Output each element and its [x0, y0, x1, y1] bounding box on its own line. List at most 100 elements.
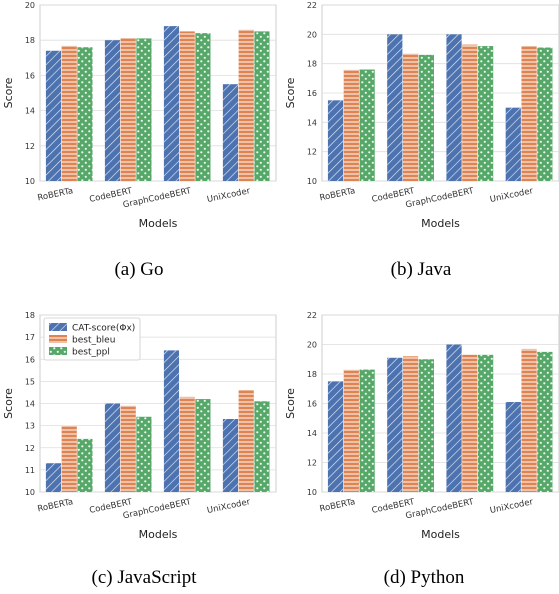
- y-tick-label: 12: [307, 459, 317, 468]
- y-tick-label: 10: [25, 177, 35, 186]
- y-tick-label: 14: [307, 429, 317, 438]
- bar-hatch: [387, 357, 403, 492]
- y-tick-label: 22: [307, 1, 317, 10]
- legend-label: best_bleu: [72, 336, 115, 346]
- bar-hatch: [195, 399, 211, 492]
- bar-hatch: [387, 34, 403, 182]
- bar-hatch: [195, 33, 211, 181]
- bar-hatch: [45, 463, 62, 492]
- x-tick-label: UniXcoder: [206, 497, 251, 516]
- bar-hatch: [104, 40, 121, 182]
- y-tick-label: 12: [307, 148, 317, 157]
- y-tick-label: 10: [25, 488, 35, 497]
- y-tick-label: 12: [25, 444, 35, 453]
- bar-hatch: [402, 356, 419, 492]
- bar-hatch: [179, 31, 195, 182]
- y-tick-label: 15: [25, 377, 35, 386]
- y-tick-label: 18: [25, 36, 35, 45]
- bar-hatch: [104, 403, 121, 492]
- legend-label: CAT-score(Φx): [72, 324, 135, 334]
- y-tick-label: 11: [25, 466, 35, 475]
- x-tick-label: GraphCodeBERT: [122, 186, 193, 210]
- y-tick-label: 10: [307, 488, 317, 497]
- x-axis-label: Models: [421, 217, 460, 230]
- x-axis-label: Models: [139, 528, 178, 541]
- bar-hatch: [179, 396, 195, 492]
- bar-hatch: [505, 107, 521, 181]
- bar-hatch: [521, 46, 537, 181]
- bar-hatch: [136, 416, 152, 492]
- y-tick-label: 20: [307, 341, 317, 350]
- bar-hatch: [327, 100, 344, 181]
- bar-hatch: [418, 359, 434, 492]
- x-tick-label: GraphCodeBERT: [405, 497, 476, 521]
- x-tick-label: GraphCodeBERT: [405, 186, 476, 210]
- bar-hatch: [238, 390, 254, 492]
- bar-hatch: [222, 84, 239, 181]
- bar-hatch: [120, 405, 136, 492]
- bar-hatch: [254, 31, 270, 182]
- bar-hatch: [120, 38, 136, 181]
- y-axis-label: Score: [284, 77, 297, 108]
- legend-box: [43, 317, 141, 361]
- legend-swatch-hatch: [49, 323, 67, 331]
- bar-hatch: [77, 47, 93, 181]
- bar-hatch: [327, 381, 344, 492]
- bar-hatch: [254, 401, 270, 492]
- bar-hatch: [136, 38, 152, 181]
- bar-hatch: [61, 425, 77, 492]
- x-tick-label: UniXcoder: [489, 497, 534, 516]
- bar-hatch: [462, 354, 478, 492]
- y-tick-label: 13: [25, 422, 35, 431]
- bar-hatch: [462, 44, 478, 181]
- y-axis-label: Score: [284, 388, 297, 419]
- y-tick-label: 16: [307, 89, 317, 98]
- x-tick-label: RoBERTa: [37, 497, 75, 514]
- x-tick-label: RoBERTa: [319, 186, 357, 203]
- x-tick-label: RoBERTa: [319, 497, 357, 514]
- bar-hatch: [359, 369, 375, 492]
- y-tick-label: 18: [307, 370, 317, 379]
- y-tick-label: 14: [307, 118, 317, 127]
- y-tick-label: 12: [25, 142, 35, 151]
- y-axis-label: Score: [2, 77, 15, 108]
- x-axis-label: Models: [421, 528, 460, 541]
- y-tick-label: 16: [25, 355, 35, 364]
- y-tick-label: 22: [307, 311, 317, 320]
- bar-hatch: [163, 350, 180, 492]
- caption-c: (c) JavaScript: [92, 567, 198, 588]
- bar-hatch: [537, 351, 553, 492]
- legend-label: best_ppl: [72, 348, 110, 358]
- y-tick-label: 18: [307, 60, 317, 69]
- x-axis-label: Models: [139, 217, 178, 230]
- caption-a: (a) Go: [114, 259, 163, 280]
- x-tick-label: RoBERTa: [37, 186, 75, 203]
- legend-swatch-hatch: [49, 347, 67, 355]
- bar-hatch: [359, 69, 375, 181]
- y-axis-label: Score: [2, 388, 15, 419]
- bar-hatch: [45, 50, 62, 182]
- legend: CAT-score(Φx) best_bleu best_ppl: [43, 317, 141, 361]
- bar-hatch: [77, 438, 93, 492]
- bar-hatch: [61, 45, 77, 182]
- bar-hatch: [505, 402, 521, 492]
- bar-hatch: [238, 29, 254, 181]
- y-tick-label: 10: [307, 177, 317, 186]
- x-tick-label: UniXcoder: [206, 186, 251, 205]
- y-tick-label: 17: [25, 333, 35, 342]
- bar-hatch: [478, 46, 494, 181]
- caption-d: (d) Python: [384, 567, 465, 588]
- bar-hatch: [402, 53, 419, 181]
- y-tick-label: 14: [25, 107, 35, 116]
- bar-hatch: [537, 47, 553, 182]
- bar-hatch: [478, 354, 494, 492]
- legend-swatch-hatch: [49, 335, 67, 343]
- y-tick-label: 16: [25, 71, 35, 80]
- bar-hatch: [343, 69, 359, 181]
- bar-hatch: [446, 344, 462, 492]
- x-tick-label: UniXcoder: [489, 186, 534, 205]
